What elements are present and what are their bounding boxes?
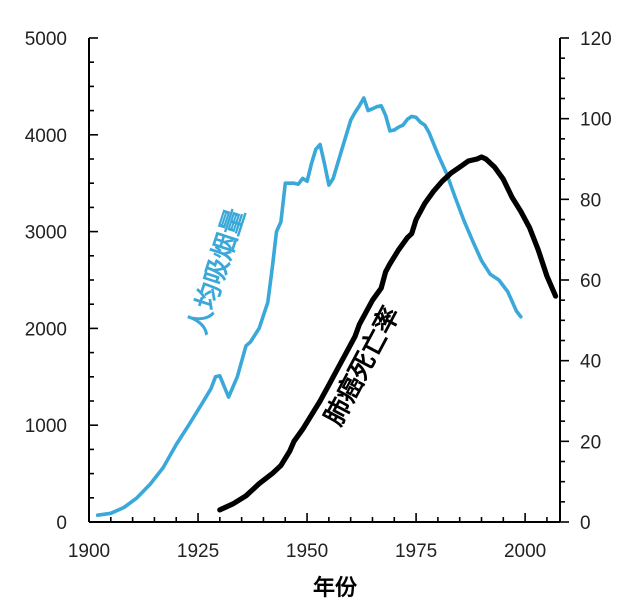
x-tick-label: 1950 (286, 541, 328, 562)
x-tick-label: 2000 (504, 541, 546, 562)
right-tick-label: 80 (580, 190, 601, 211)
left-axis-ticks: 0 1000 2000 3000 4000 5000 (25, 29, 98, 534)
axes (88, 38, 561, 523)
right-tick-label: 60 (580, 271, 601, 292)
series-line-smoking (95, 96, 523, 518)
series-line-lung-cancer (217, 154, 559, 513)
left-tick-label: 3000 (25, 223, 67, 244)
left-tick-label: 5000 (25, 29, 67, 50)
right-tick-label: 0 (580, 513, 591, 534)
right-tick-label: 120 (580, 29, 612, 50)
left-tick-label: 0 (56, 513, 67, 534)
x-axis-ticks: 1900 1925 1950 1975 2000 (68, 513, 548, 562)
left-tick-label: 1000 (25, 416, 67, 437)
series-layer (95, 96, 559, 518)
x-tick-label: 1975 (395, 541, 437, 562)
left-tick-label: 4000 (25, 126, 67, 147)
series-label-smoking: 人均吸烟量 (183, 205, 252, 338)
x-tick-label: 1900 (68, 541, 110, 562)
x-tick-label: 1925 (177, 541, 219, 562)
x-axis-label: 年份 (313, 575, 358, 601)
right-tick-label: 40 (580, 352, 601, 373)
right-tick-label: 20 (580, 432, 601, 453)
right-tick-label: 100 (580, 110, 612, 131)
left-tick-label: 2000 (25, 319, 67, 340)
right-axis-ticks: 0 20 40 60 80 100 120 (560, 29, 612, 534)
